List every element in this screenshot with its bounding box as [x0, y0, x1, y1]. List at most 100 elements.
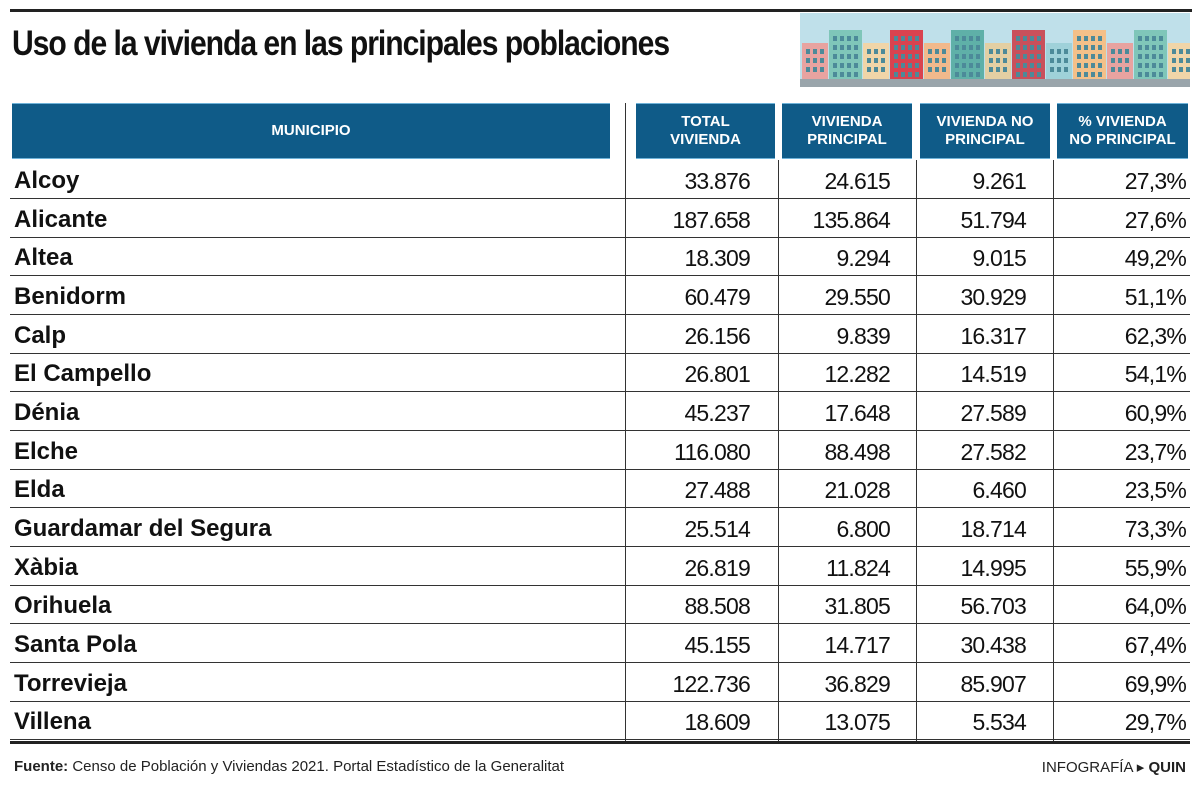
window — [1050, 58, 1054, 63]
window — [908, 63, 912, 68]
table-row: Elda 27.488 21.028 6.460 23,5% — [10, 470, 1190, 509]
window — [976, 54, 980, 59]
window — [894, 63, 898, 68]
vivienda-no-principal-cell: 16.317 — [960, 322, 1026, 349]
window — [874, 67, 878, 72]
column-divider — [778, 160, 779, 743]
window — [1016, 63, 1020, 68]
window — [1159, 45, 1163, 50]
window — [881, 67, 885, 72]
window — [1037, 36, 1041, 41]
window — [1016, 45, 1020, 50]
municipio-cell: Orihuela — [14, 592, 112, 620]
window — [1179, 67, 1183, 72]
window — [1098, 63, 1102, 68]
window — [840, 72, 844, 77]
header-municipio: MUNICIPIO — [12, 103, 610, 159]
vivienda-principal-cell: 88.498 — [824, 438, 890, 465]
window — [1037, 45, 1041, 50]
source-note: Fuente: Censo de Población y Viviendas 2… — [14, 758, 564, 775]
vivienda-no-principal-cell: 27.582 — [960, 438, 1026, 465]
vivienda-principal-cell: 12.282 — [824, 361, 890, 388]
window — [928, 58, 932, 63]
column-divider — [916, 160, 917, 743]
window — [1050, 67, 1054, 72]
window — [1179, 58, 1183, 63]
table-row: Orihuela 88.508 31.805 56.703 64,0% — [10, 586, 1190, 625]
window — [901, 72, 905, 77]
vivienda-principal-cell: 21.028 — [824, 477, 890, 504]
total-vivienda-cell: 88.508 — [684, 593, 750, 620]
total-vivienda-cell: 25.514 — [684, 516, 750, 543]
window — [833, 63, 837, 68]
window — [955, 45, 959, 50]
window — [1125, 58, 1129, 63]
window — [1152, 45, 1156, 50]
window — [955, 36, 959, 41]
pct-no-principal-cell: 60,9% — [1124, 400, 1187, 427]
window — [1016, 72, 1020, 77]
window — [894, 54, 898, 59]
window — [942, 58, 946, 63]
window — [1084, 54, 1088, 59]
vivienda-no-principal-cell: 56.703 — [960, 593, 1026, 620]
window — [894, 45, 898, 50]
column-divider — [625, 103, 626, 743]
window — [1159, 36, 1163, 41]
vivienda-principal-cell: 13.075 — [824, 709, 890, 736]
window — [1057, 58, 1061, 63]
window — [1030, 54, 1034, 59]
window — [1030, 72, 1034, 77]
window — [1077, 63, 1081, 68]
window — [1003, 49, 1007, 54]
vivienda-principal-cell: 11.824 — [826, 554, 891, 581]
window — [1064, 49, 1068, 54]
window — [806, 58, 810, 63]
window — [833, 36, 837, 41]
window — [1098, 72, 1102, 77]
window — [854, 36, 858, 41]
column-divider — [1053, 160, 1054, 743]
window — [989, 49, 993, 54]
window — [1145, 63, 1149, 68]
pct-no-principal-cell: 55,9% — [1124, 554, 1187, 581]
window — [1145, 54, 1149, 59]
window — [969, 72, 973, 77]
window — [847, 36, 851, 41]
municipio-cell: Santa Pola — [14, 631, 137, 659]
window — [1030, 36, 1034, 41]
window — [820, 49, 824, 54]
municipio-cell: Elche — [14, 437, 79, 465]
vivienda-no-principal-cell: 27.589 — [960, 400, 1026, 427]
window — [1186, 49, 1190, 54]
arrow-icon: ▸ — [1136, 759, 1145, 776]
window — [820, 58, 824, 63]
window — [1186, 58, 1190, 63]
window — [1111, 67, 1115, 72]
window — [969, 45, 973, 50]
window — [976, 72, 980, 77]
window — [962, 54, 966, 59]
table-row: Altea 18.309 9.294 9.015 49,2% — [10, 238, 1190, 277]
total-vivienda-cell: 18.309 — [684, 245, 750, 272]
source-label: Fuente: — [14, 758, 69, 775]
pct-no-principal-cell: 27,3% — [1124, 168, 1187, 194]
table-row: Elche 116.080 88.498 27.582 23,7% — [10, 432, 1190, 470]
window — [955, 72, 959, 77]
table-row: El Campello 26.801 12.282 14.519 54,1% — [10, 354, 1190, 393]
window — [1098, 36, 1102, 41]
window — [1091, 45, 1095, 50]
page-title: Uso de la vivienda en las principales po… — [12, 24, 670, 63]
vivienda-no-principal-cell: 51.794 — [960, 206, 1026, 233]
window — [908, 72, 912, 77]
window — [840, 54, 844, 59]
credit-name: QUIN — [1148, 759, 1187, 776]
window — [955, 63, 959, 68]
window — [962, 45, 966, 50]
window — [1057, 49, 1061, 54]
header-total-vivienda: TOTAL VIVIENDA — [636, 103, 775, 159]
vivienda-principal-cell: 24.615 — [824, 168, 890, 194]
window — [847, 45, 851, 50]
total-vivienda-cell: 187.658 — [672, 206, 750, 233]
window — [915, 63, 919, 68]
